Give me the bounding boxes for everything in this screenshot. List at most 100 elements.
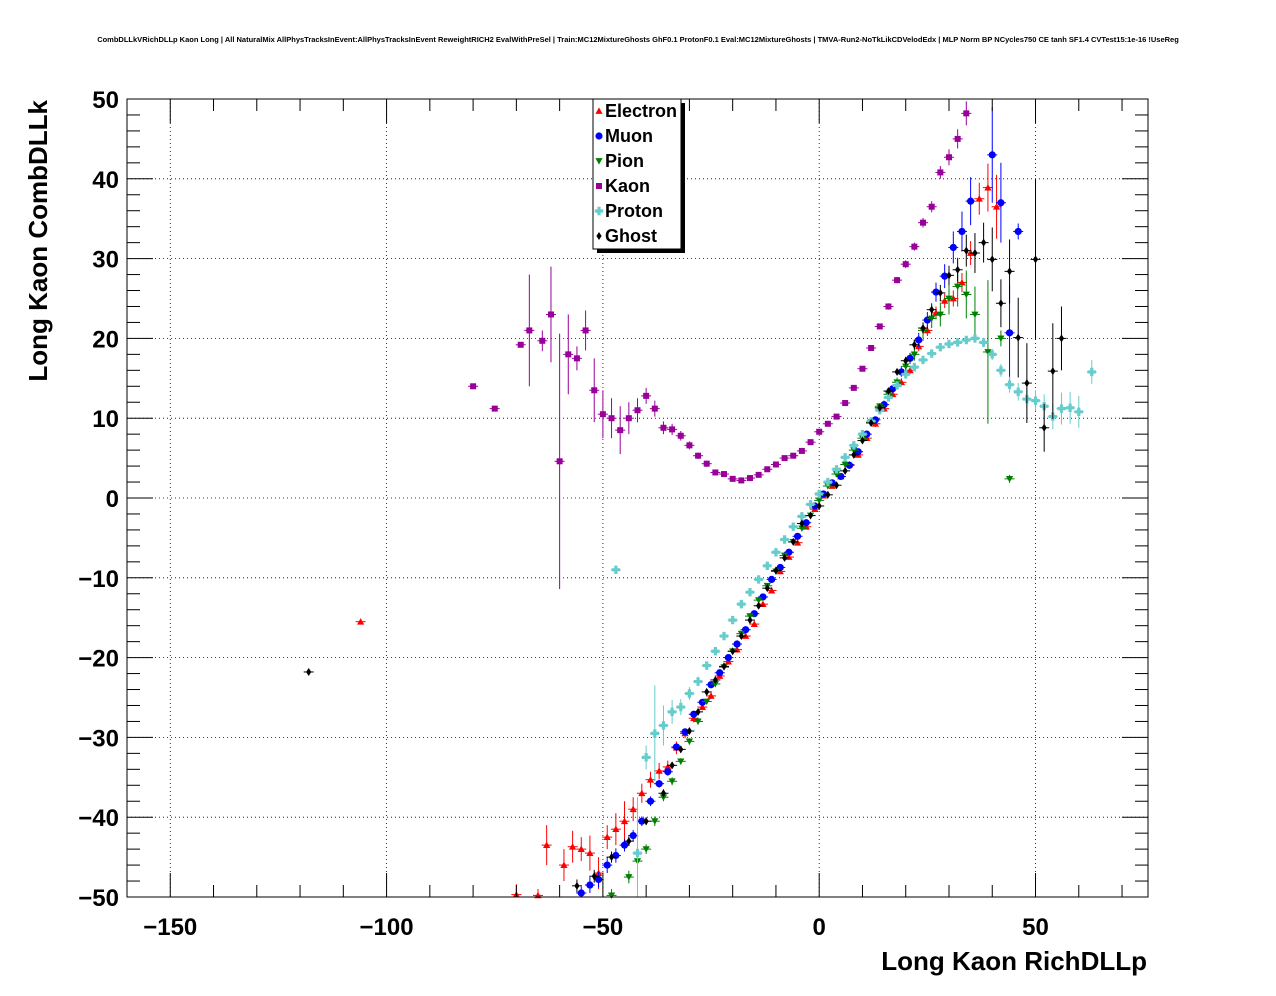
marker — [650, 729, 660, 738]
data-point — [571, 346, 582, 371]
data-point — [355, 618, 366, 625]
data-point — [649, 400, 660, 417]
data-point — [883, 393, 894, 402]
marker — [885, 387, 892, 396]
marker — [824, 420, 831, 427]
data-point — [831, 465, 842, 474]
marker — [707, 692, 715, 699]
marker — [677, 758, 685, 765]
marker — [745, 587, 755, 597]
data-point — [892, 276, 903, 284]
marker — [902, 363, 910, 370]
y-tick-label-1: −40 — [78, 805, 119, 832]
data-point — [1013, 297, 1024, 378]
marker — [941, 272, 949, 280]
marker — [971, 311, 979, 319]
marker — [695, 452, 702, 459]
legend-label: Kaon — [605, 176, 650, 196]
data-point — [978, 222, 989, 263]
data-point — [628, 797, 639, 822]
marker — [833, 413, 840, 420]
data-point — [571, 879, 582, 893]
data-point — [632, 797, 643, 897]
legend-marker — [594, 206, 604, 216]
data-point — [952, 257, 963, 282]
data-point — [935, 302, 946, 327]
legend-entry-electron: Electron — [595, 101, 677, 121]
marker — [738, 632, 744, 641]
data-point — [649, 685, 660, 782]
data-point — [675, 699, 686, 716]
data-point — [641, 387, 652, 404]
data-point — [848, 450, 859, 459]
data-point — [840, 453, 851, 462]
marker — [730, 647, 736, 656]
marker — [970, 334, 980, 343]
marker — [681, 728, 689, 736]
data-point — [814, 489, 825, 499]
marker — [988, 350, 997, 359]
marker — [903, 356, 909, 365]
marker — [643, 817, 649, 826]
data-point — [606, 398, 617, 439]
data-point — [788, 537, 799, 546]
marker — [729, 475, 736, 482]
marker — [569, 843, 577, 850]
legend-label: Electron — [605, 101, 677, 121]
data-point — [658, 789, 669, 798]
marker — [746, 475, 753, 482]
marker — [797, 512, 807, 521]
data-point — [1065, 391, 1076, 424]
marker — [560, 861, 568, 868]
data-point — [770, 461, 781, 468]
marker — [768, 586, 776, 594]
marker — [798, 447, 805, 454]
marker — [1065, 403, 1075, 413]
marker — [840, 453, 850, 462]
data-point — [701, 460, 712, 467]
data-point — [1021, 343, 1032, 423]
marker — [686, 442, 693, 449]
marker — [773, 566, 779, 575]
data-point — [489, 405, 500, 412]
data-point — [762, 466, 773, 473]
marker — [944, 339, 954, 349]
marker — [651, 405, 658, 412]
marker — [837, 472, 845, 481]
data-markers — [303, 101, 1097, 900]
marker — [850, 447, 858, 454]
marker — [927, 349, 936, 358]
data-point — [597, 390, 608, 439]
marker — [1005, 475, 1014, 483]
marker — [975, 195, 983, 202]
y-tick-label-7: 20 — [92, 326, 119, 353]
marker — [771, 548, 781, 557]
data-point — [814, 501, 825, 510]
data-point — [584, 877, 595, 894]
y-tick-label-10: 50 — [92, 87, 119, 114]
marker — [807, 439, 814, 446]
data-point — [987, 348, 998, 360]
marker — [946, 271, 952, 280]
data-point — [719, 662, 730, 671]
data-point — [840, 400, 851, 407]
data-point — [1086, 359, 1097, 384]
marker — [868, 344, 875, 351]
data-point — [537, 330, 548, 352]
data-point — [805, 439, 816, 446]
data-point — [762, 561, 773, 571]
data-point — [753, 601, 764, 610]
data-point — [658, 705, 669, 746]
marker — [738, 477, 745, 484]
data-point — [779, 455, 790, 462]
marker — [806, 500, 815, 509]
marker — [963, 246, 969, 255]
data-point — [606, 851, 617, 863]
marker — [641, 753, 651, 762]
data-point — [866, 344, 877, 351]
data-point — [675, 745, 686, 754]
marker — [668, 778, 676, 785]
data-point — [822, 420, 833, 427]
marker — [902, 261, 909, 268]
